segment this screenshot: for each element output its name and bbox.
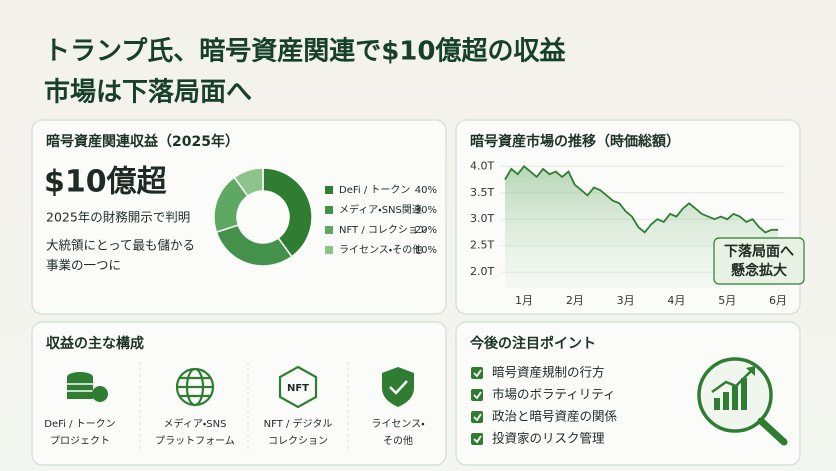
value-label: 20%	[415, 225, 437, 236]
y-tick-label: 4.0T	[470, 159, 494, 172]
legend-label: NFT / コレクション	[339, 224, 428, 236]
line	[504, 165, 778, 234]
composition-card	[31, 321, 447, 466]
legend-swatch	[325, 206, 333, 214]
legend-swatch	[325, 186, 333, 194]
legend-label: DeFi / トークン	[339, 184, 410, 196]
value-label: 40%	[415, 185, 437, 196]
component-label: メディア・SNS	[164, 417, 227, 430]
icon-shield	[382, 367, 414, 407]
component-label: DeFi / トークン	[44, 418, 115, 430]
x-tick-label: 2月	[566, 294, 584, 307]
card-title: 暗号資産関連収益（2025年）	[46, 133, 239, 150]
icon-coins	[67, 372, 108, 402]
y-tick-label: 3.5T	[470, 186, 494, 199]
watch-card	[455, 321, 801, 466]
component-label: NFT / デジタル	[264, 417, 333, 430]
comment: 事業の一つに	[46, 258, 121, 273]
check	[473, 369, 482, 378]
value-label: 10%	[415, 245, 437, 256]
x-tick-label: 5月	[718, 294, 736, 307]
y-tick-label: 2.5T	[470, 239, 494, 252]
legend-swatch	[325, 246, 333, 254]
check	[473, 435, 482, 444]
icon-globe	[175, 367, 215, 407]
x-tick-label: 4月	[667, 294, 685, 307]
x-tick-label: 1月	[515, 294, 533, 307]
component-label: その他	[383, 434, 413, 447]
title: トランプ氏、暗号資産関連で$10億超の収益	[44, 36, 566, 67]
card-title: 暗号資産市場の推移（時価総額）	[470, 133, 680, 150]
icon-growth	[697, 357, 788, 446]
legend-swatch	[325, 226, 333, 234]
comment: 大統領にとって最も儲かる	[46, 238, 195, 253]
annotation: 下落局面へ	[724, 243, 794, 260]
note: 2025年の財務開示で判明	[46, 210, 190, 225]
headline: $10億超	[44, 165, 168, 200]
x-tick-label: 6月	[769, 294, 787, 307]
subtitle: 市場は下落局面へ	[44, 77, 252, 108]
card-title: 今後の注目ポイント	[470, 335, 596, 352]
component-label: ライセンス・	[371, 418, 424, 430]
area	[505, 166, 778, 288]
component-label: プラットフォーム	[155, 435, 235, 447]
legend-label: メディア・SNS関連	[339, 203, 422, 216]
icon-nft: NFT	[278, 365, 318, 409]
card-title: 収益の主な構成	[46, 335, 144, 352]
legend-label: ライセンス・その他	[339, 243, 422, 256]
value-label: 30%	[415, 205, 437, 216]
component-label: コレクション	[268, 435, 328, 447]
svg-text:NFT: NFT	[287, 383, 309, 394]
y-tick-label: 3.0T	[470, 212, 494, 225]
annotation-box	[713, 237, 805, 285]
x-tick-label: 3月	[617, 294, 635, 307]
watch-item: 市場のボラティリティ	[492, 387, 616, 402]
y-tick-label: 2.0T	[470, 265, 494, 278]
donut-slice	[233, 167, 264, 198]
watch-item: 投資家のリスク管理	[492, 431, 605, 446]
revenue-card	[31, 119, 447, 315]
check	[473, 391, 482, 400]
component-label: プロジェクト	[50, 435, 110, 447]
check	[473, 413, 482, 422]
annotation: 懸念拡大	[731, 262, 787, 279]
watch-item: 暗号資産規制の行方	[492, 365, 605, 380]
watch-item: 政治と暗号資産の関係	[492, 409, 618, 424]
donut-slice	[262, 167, 313, 258]
